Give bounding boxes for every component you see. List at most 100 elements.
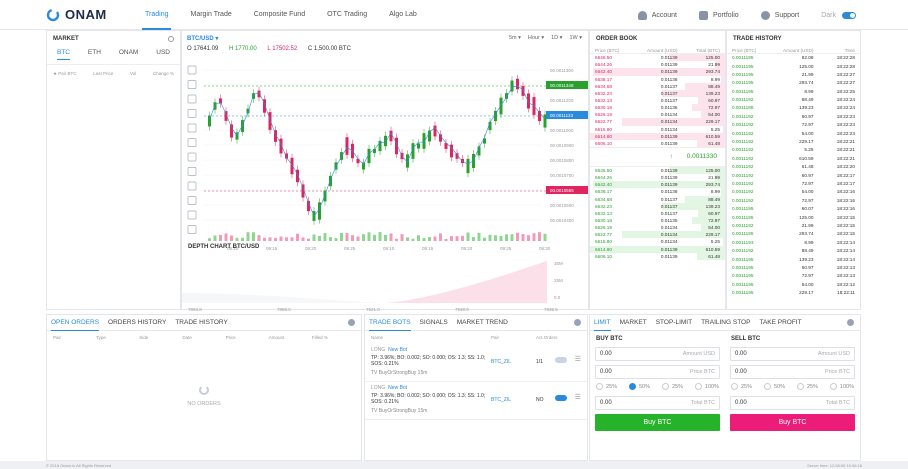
sell-price-input[interactable]: 0.00 Price BTC — [730, 365, 855, 379]
market-col-header[interactable]: Change % — [152, 71, 174, 76]
bot-name[interactable]: New Bot — [388, 385, 408, 391]
timeframe-hour[interactable]: Hour ▾ — [527, 35, 545, 41]
ask-row[interactable]: 6616.80 0.01134 5.25 — [590, 125, 725, 133]
buy-percent-0[interactable]: 25% — [596, 383, 617, 390]
radio-icon[interactable] — [731, 383, 738, 390]
tab-trade-history[interactable]: TRADE HISTORY — [175, 318, 228, 326]
bot-row[interactable]: LONG New Bot TP: 3.96%; BO: 0.002; SO: 0.0… — [365, 382, 587, 420]
ask-row[interactable]: 6644.26 0.01139 21.99 — [590, 61, 725, 69]
sell-percent-0[interactable]: 25% — [731, 383, 752, 390]
drawing-tool-icon[interactable] — [187, 94, 197, 104]
ask-row[interactable]: 6646.50 0.01139 125.00 — [590, 54, 725, 62]
radio-icon[interactable] — [763, 383, 771, 390]
drawing-tool-icon[interactable] — [187, 225, 197, 234]
account-link[interactable]: Account — [637, 10, 677, 20]
pair-selector[interactable]: BTC/USD ▾ — [187, 36, 219, 42]
tab-stop-limit[interactable]: STOP-LIMIT — [655, 318, 693, 326]
timeframe-1w[interactable]: 1W ▾ — [569, 35, 582, 41]
tab-open-orders[interactable]: OPEN ORDERS — [51, 315, 100, 331]
search-icon[interactable] — [168, 36, 174, 42]
bot-name[interactable]: New Bot — [388, 347, 408, 353]
bid-row[interactable]: 6630.18 0.01135 72.97 — [590, 216, 725, 225]
menu-icon[interactable]: ☰ — [574, 356, 581, 363]
tab-trade-bots[interactable]: TRADE BOTS — [369, 315, 411, 331]
ask-row[interactable]: 6614.80 0.01139 610.59 — [590, 132, 725, 140]
bot-row[interactable]: LONG New Bot TP: 3.96%; BO: 0.002; SO: 0.0… — [365, 344, 587, 382]
nav-item-margin-trade[interactable]: Margin Trade — [190, 10, 232, 18]
tab-orders-history[interactable]: ORDERS HISTORY — [108, 318, 167, 326]
dark-toggle[interactable] — [842, 11, 856, 19]
bid-row[interactable]: 6632.23 0.01137 139.23 — [590, 202, 725, 210]
bid-row[interactable]: 6626.19 0.01134 54.00 — [590, 224, 725, 232]
sell-amount-input[interactable]: 0.00 Amount USD — [730, 347, 855, 361]
ask-row[interactable]: 6630.18 0.01136 72.97 — [590, 104, 725, 112]
bot-toggle[interactable] — [555, 357, 567, 363]
drawing-tool-icon[interactable] — [187, 196, 197, 205]
menu-icon[interactable]: ☰ — [574, 394, 581, 401]
bid-row[interactable]: 6644.26 0.01139 21.99 — [590, 174, 725, 182]
market-tab-onam[interactable]: ONAM — [118, 49, 139, 56]
ask-row[interactable]: 6626.19 0.01134 54.00 — [590, 111, 725, 119]
bid-row[interactable]: 6622.77 0.01134 229.17 — [590, 231, 725, 239]
nav-item-trading[interactable]: Trading — [134, 0, 179, 30]
bot-pair[interactable]: BTC_ZIL — [491, 397, 512, 403]
sell-button[interactable]: Buy BTC — [730, 414, 855, 431]
timeframe-1d[interactable]: 1D ▾ — [551, 35, 563, 41]
sell-total-input[interactable]: 0.00 Total BTC — [730, 396, 855, 410]
ask-row[interactable]: 6642.40 0.01139 293.74 — [590, 68, 725, 76]
sell-percent-2[interactable]: 25% — [796, 383, 818, 390]
radio-icon[interactable] — [596, 383, 603, 390]
market-tab-usd[interactable]: USD — [156, 49, 170, 56]
ask-row[interactable]: 6632.23 0.01137 139.23 — [590, 89, 725, 97]
help-icon[interactable] — [574, 319, 581, 326]
tab-market[interactable]: MARKET — [619, 318, 647, 326]
buy-percent-2[interactable]: 25% — [661, 383, 683, 390]
drawing-tool-icon[interactable] — [187, 152, 197, 162]
tab-take-profit[interactable]: TAKE PROFIT — [759, 318, 802, 326]
tab-market-trend[interactable]: MARKET TREND — [456, 318, 508, 326]
nav-item-algo-lab[interactable]: Algo Lab — [389, 10, 417, 18]
nav-item-otc-trading[interactable]: OTC Trading — [327, 10, 368, 18]
drawing-tool-icon[interactable] — [187, 109, 197, 118]
radio-icon[interactable] — [796, 383, 804, 390]
buy-total-input[interactable]: 0.00 Total BTC — [595, 396, 720, 410]
buy-price-input[interactable]: 0.00 Price BTC — [595, 365, 720, 379]
buy-button[interactable]: Buy BTC — [595, 414, 720, 431]
radio-icon[interactable] — [628, 383, 636, 390]
ask-row[interactable]: 6638.17 0.01138 8.99 — [590, 75, 725, 83]
drawing-tool-icon[interactable] — [187, 167, 197, 176]
tab-signals[interactable]: SIGNALS — [419, 318, 448, 326]
bid-row[interactable]: 6606.10 0.01139 61.48 — [590, 252, 725, 260]
help-icon[interactable] — [847, 319, 854, 326]
drawing-tool-icon[interactable] — [187, 80, 197, 89]
drawing-tool-icon[interactable] — [187, 138, 197, 147]
bid-row[interactable]: 6646.50 0.01139 125.00 — [590, 166, 725, 175]
tab-limit[interactable]: LIMIT — [594, 315, 611, 331]
nav-item-composite-fund[interactable]: Composite Fund — [253, 10, 306, 18]
buy-percent-3[interactable]: 100% — [694, 383, 719, 390]
theme-toggle[interactable]: Dark — [821, 11, 856, 19]
radio-icon[interactable] — [661, 383, 669, 390]
buy-amount-input[interactable]: 0.00 Amount USD — [595, 347, 720, 361]
bot-pair[interactable]: BTC_ZIL — [491, 359, 512, 365]
tab-trailing-stop[interactable]: TRAILING STOP — [701, 318, 751, 326]
logo[interactable]: ONAM — [46, 7, 134, 22]
ask-row[interactable]: 6606.10 0.01139 61.48 — [590, 139, 725, 147]
bid-row[interactable]: 6614.80 0.01139 610.59 — [590, 245, 725, 253]
ask-row[interactable]: 6632.13 0.01137 60.97 — [590, 96, 725, 105]
drawing-tool-icon[interactable] — [187, 210, 197, 220]
support-link[interactable]: Support — [760, 10, 799, 20]
market-col-header[interactable]: Last Price — [93, 71, 114, 76]
drawing-tool-icon[interactable] — [187, 65, 197, 75]
market-col-header[interactable]: ★ Pair BTC — [53, 71, 77, 76]
market-tab-eth[interactable]: ETH — [87, 49, 101, 56]
buy-percent-1[interactable]: 50% — [628, 383, 650, 390]
sell-percent-3[interactable]: 100% — [829, 383, 854, 390]
drawing-tool-icon[interactable] — [187, 181, 197, 191]
portfolio-link[interactable]: Portfolio — [699, 10, 739, 20]
market-col-header[interactable]: Vol — [130, 71, 137, 76]
bid-row[interactable]: 6642.40 0.01139 293.74 — [590, 181, 725, 189]
bot-toggle[interactable] — [555, 395, 567, 401]
candlestick-chart[interactable]: 00.0011300 00.0011348 00.0011200 00.0011123… — [182, 56, 588, 251]
bid-row[interactable]: 6638.17 0.01138 8.99 — [590, 188, 725, 196]
